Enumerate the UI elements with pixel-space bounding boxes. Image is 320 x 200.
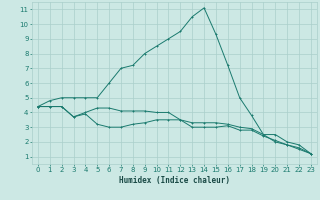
X-axis label: Humidex (Indice chaleur): Humidex (Indice chaleur) <box>119 176 230 185</box>
